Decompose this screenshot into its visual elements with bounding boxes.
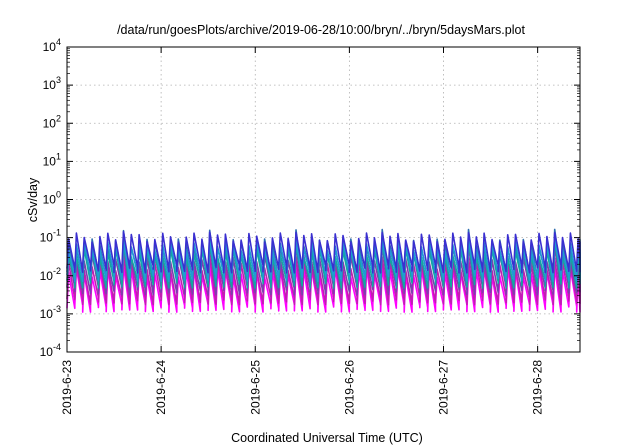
x-tick-label: 2019-6-27 [437,360,451,415]
x-tick-label: 2019-6-26 [342,360,356,415]
y-tick-label: 103 [43,75,61,92]
x-tick-label: 2019-6-24 [154,360,168,415]
y-tick-label: 10-4 [40,342,61,359]
y-tick-label: 10-2 [40,266,61,283]
series-line [66,231,581,274]
y-tick-label: 104 [43,37,61,54]
grid [67,47,580,352]
y-tick-label: 10-3 [40,304,61,321]
x-tick-label: 2019-6-28 [531,360,545,415]
x-tick-label: 2019-6-25 [248,360,262,415]
x-tick-label: 2019-6-23 [60,360,74,415]
y-tick-label: 101 [43,151,61,168]
y-tick-label: 102 [43,113,61,130]
y-tick-label: 10-1 [40,228,61,245]
y-axis-label: cSv/day [26,177,40,222]
chart-title: /data/run/goesPlots/archive/2019-06-28/1… [117,23,525,37]
x-axis-label: Coordinated Universal Time (UTC) [231,431,423,445]
ticks: 10-4 10-3 10-2 10-1 100 101 102 103 104 2019-6-23… [40,37,580,415]
y-tick-label: 100 [43,190,61,207]
series-group [66,228,581,313]
